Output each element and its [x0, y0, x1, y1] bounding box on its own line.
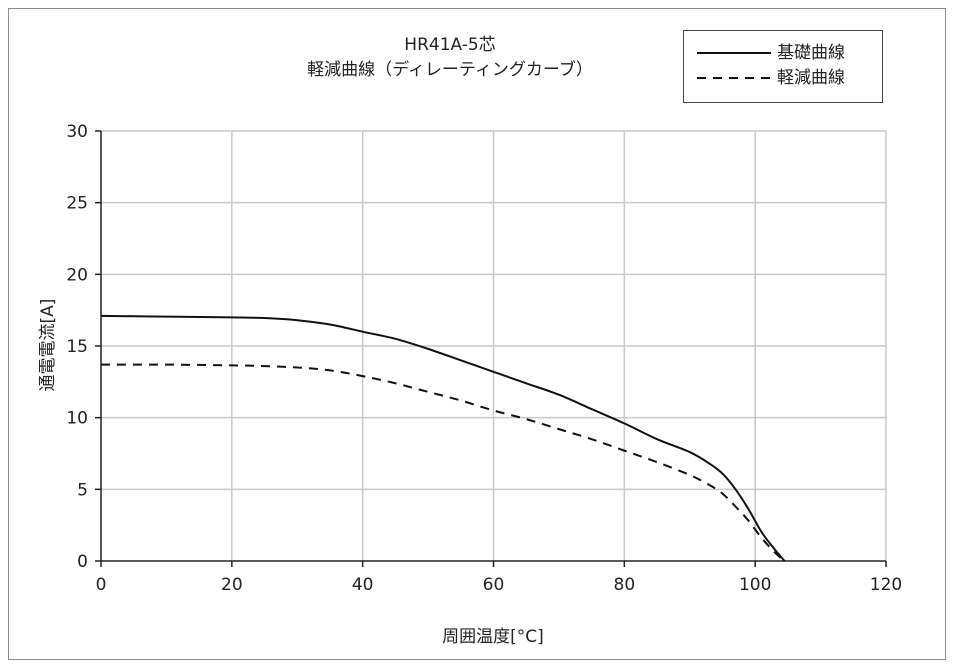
y-tick-label-20: 20 — [66, 265, 88, 285]
legend-label-basic-curve: 基礎曲線 — [777, 43, 845, 63]
grid — [101, 130, 887, 561]
y-axis-label: 通電電流[A] — [38, 299, 58, 392]
chart-subtitle: 軽減曲線（ディレーティングカーブ） — [307, 60, 593, 80]
x-axis-label: 周囲温度[°C] — [442, 627, 544, 647]
y-tick-label-10: 10 — [66, 409, 88, 429]
y-tick-label-0: 0 — [77, 552, 88, 572]
x-tick-label-100: 100 — [739, 575, 771, 595]
series-group — [100, 314, 786, 562]
y-tick-label-25: 25 — [66, 194, 88, 214]
x-tick-label-40: 40 — [352, 575, 374, 595]
x-tick-label-120: 120 — [870, 575, 902, 595]
x-tick-label-0: 0 — [96, 575, 107, 595]
solid-line-swatch — [697, 52, 771, 54]
ticks: 0 20 40 60 80 100 120 0 5 10 15 20 25 30 — [66, 122, 902, 595]
legend-item-derating-curve: 軽減曲線 — [684, 66, 884, 90]
legend: 基礎曲線 軽減曲線 — [683, 30, 883, 103]
legend-item-basic-curve: 基礎曲線 — [684, 41, 884, 65]
chart-title: HR41A-5芯 — [404, 35, 496, 55]
derating-curve-line — [100, 363, 786, 562]
dashed-line-swatch — [697, 77, 771, 79]
x-tick-label-20: 20 — [221, 575, 243, 595]
y-tick-label-15: 15 — [66, 337, 88, 357]
x-tick-label-80: 80 — [614, 575, 636, 595]
basic-curve-line — [100, 314, 786, 562]
y-tick-label-30: 30 — [66, 122, 88, 142]
chart-frame — [8, 8, 946, 660]
y-tick-label-5: 5 — [77, 480, 88, 500]
legend-label-derating-curve: 軽減曲線 — [777, 68, 845, 88]
x-tick-label-60: 60 — [483, 575, 505, 595]
